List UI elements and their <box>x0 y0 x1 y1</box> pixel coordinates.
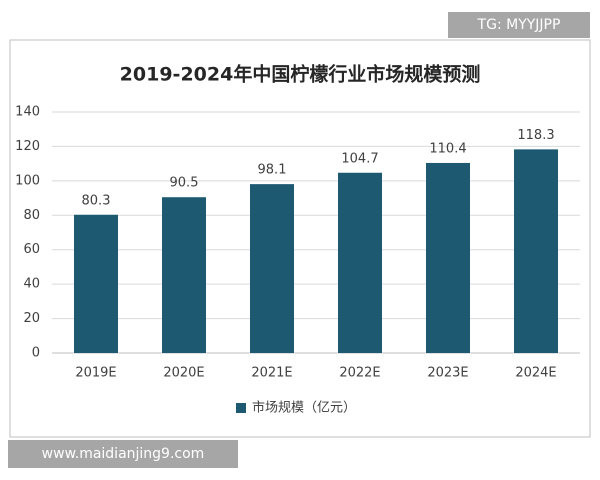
bar <box>250 184 294 353</box>
data-label: 90.5 <box>170 176 199 191</box>
watermark-box <box>8 440 238 468</box>
watermark: www.maidianjing9.com <box>42 446 205 462</box>
data-label: 98.1 <box>258 163 287 178</box>
x-tick-label: 2021E <box>251 366 292 381</box>
watermark-box <box>448 12 590 38</box>
x-tick-label: 2020E <box>163 366 204 381</box>
chart-title: 2019-2024年中国柠檬行业市场规模预测 <box>120 63 481 86</box>
watermark: TG: MYYJJPP <box>477 17 561 33</box>
x-tick-label: 2024E <box>515 366 556 381</box>
x-tick-label: 2023E <box>427 366 468 381</box>
data-label: 118.3 <box>517 128 554 143</box>
x-tick-label: 2019E <box>75 366 116 381</box>
bar <box>74 214 118 353</box>
y-tick-label: 60 <box>23 242 40 257</box>
bar <box>338 172 382 353</box>
y-tick-label: 20 <box>23 311 40 326</box>
x-tick-label: 2022E <box>339 366 380 381</box>
data-label: 104.7 <box>341 151 378 166</box>
y-tick-label: 0 <box>32 346 40 361</box>
data-label: 80.3 <box>82 193 111 208</box>
legend-label: 市场规模（亿元） <box>252 400 356 416</box>
y-tick-label: 100 <box>15 173 40 188</box>
y-tick-label: 120 <box>15 139 40 154</box>
bar <box>426 162 470 353</box>
data-label: 110.4 <box>429 141 466 156</box>
legend-swatch <box>236 403 246 413</box>
y-tick-label: 40 <box>23 277 40 292</box>
bar <box>162 197 206 353</box>
y-tick-label: 80 <box>23 208 40 223</box>
bar <box>514 149 558 353</box>
y-tick-label: 140 <box>15 105 40 120</box>
